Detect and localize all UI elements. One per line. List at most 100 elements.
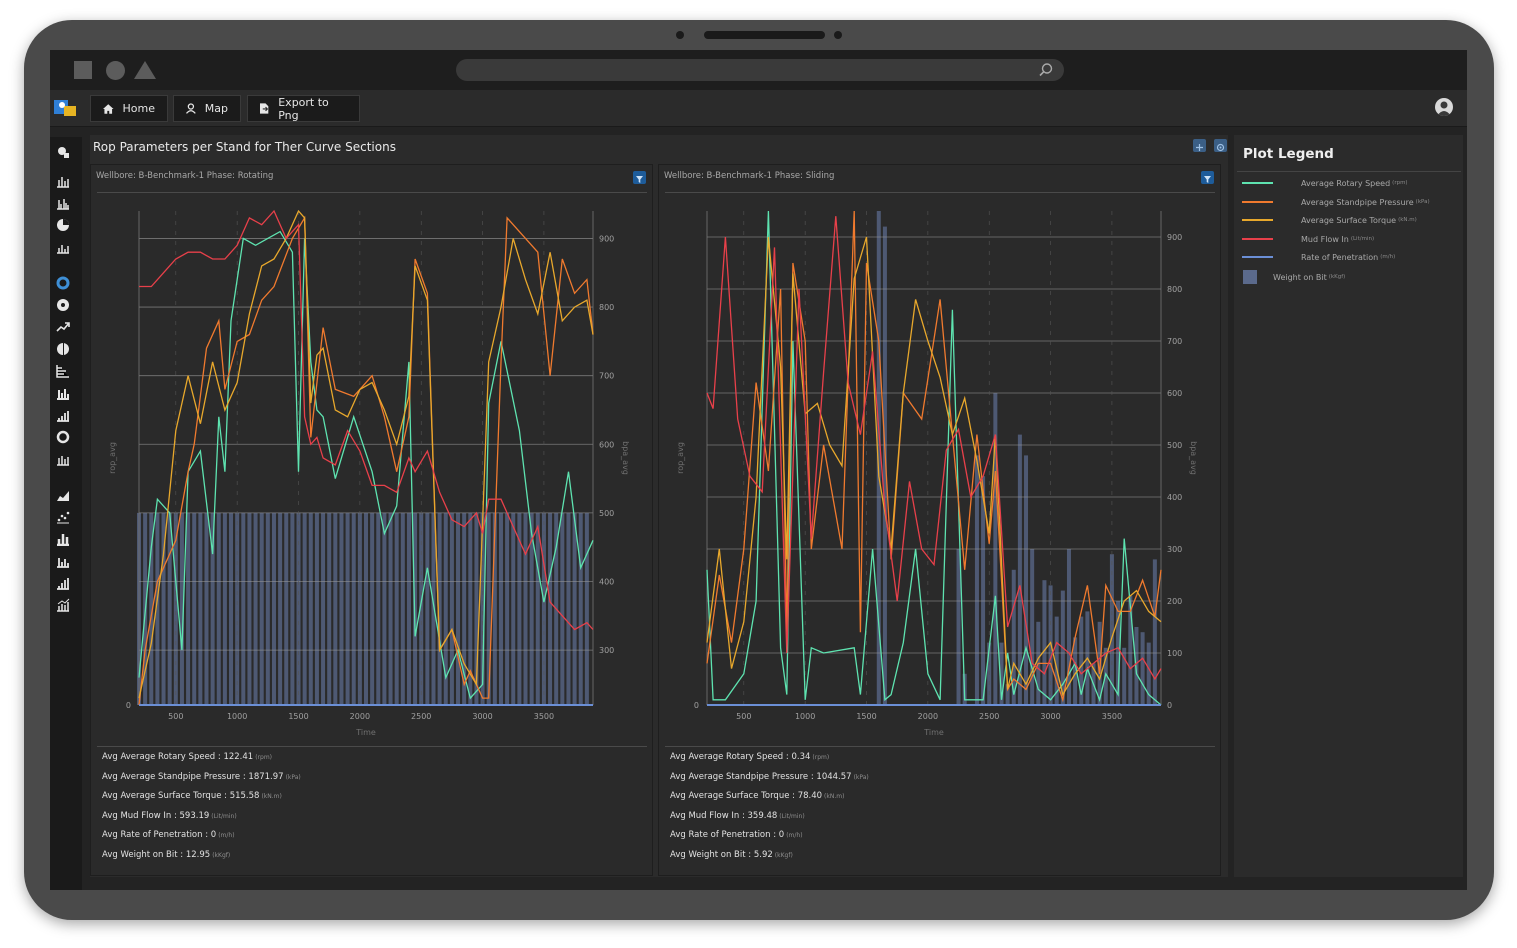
add-icon[interactable]: [1193, 139, 1206, 152]
filter-icon[interactable]: [633, 171, 646, 184]
wob-bar: [149, 512, 154, 705]
x-tick-label: 2000: [918, 712, 938, 721]
half-pie-icon[interactable]: [56, 342, 70, 356]
home-button[interactable]: Home: [90, 95, 168, 122]
stacked-bar-icon[interactable]: [56, 386, 70, 400]
wob-bar: [1152, 559, 1157, 705]
wob-bar: [480, 512, 485, 705]
camera-dot-left: [676, 31, 684, 39]
wob-bar: [474, 512, 479, 705]
settings-icon[interactable]: [1214, 139, 1227, 152]
hbar-chart-icon[interactable]: [56, 364, 70, 378]
camera-dot-right: [834, 31, 842, 39]
area-chart-icon[interactable]: [56, 488, 70, 502]
wob-bar: [204, 512, 209, 705]
chart-panel-rotating: Wellbore: B-Benchmark-1 Phase: Rotating …: [90, 164, 653, 876]
grouped-bar-icon[interactable]: [56, 196, 70, 210]
scatter-icon[interactable]: [56, 510, 70, 524]
trend-up-icon[interactable]: [56, 320, 70, 334]
screen: Home Map Export to Png: [50, 50, 1467, 890]
bar-chart-icon[interactable]: [56, 174, 70, 188]
wob-bar: [259, 512, 264, 705]
gauge-icon[interactable]: [56, 298, 70, 312]
wob-bar: [290, 512, 295, 705]
legend-item-surface-torque[interactable]: Average Surface Torque (kN.m): [1242, 213, 1417, 227]
legend-item-rop[interactable]: Rate of Penetration (m/h): [1242, 250, 1395, 264]
dashboard-icon[interactable]: [56, 145, 70, 159]
waterfall-icon[interactable]: [56, 554, 70, 568]
wob-bar: [511, 512, 516, 705]
ring-icon[interactable]: [56, 430, 70, 444]
wob-bar: [173, 512, 178, 705]
wob-bar: [278, 512, 283, 705]
wob-bar: [382, 512, 387, 705]
stat-rop: Avg Rate of Penetration : 0 (m/h): [102, 830, 235, 840]
wob-bar: [241, 512, 246, 705]
wob-bar: [321, 512, 326, 705]
speaker-slot: [704, 31, 825, 39]
column-chart-icon[interactable]: [56, 240, 70, 254]
series-line-average-surface-torque: [706, 236, 1162, 697]
wob-bar: [216, 512, 221, 705]
signal-icon[interactable]: [56, 576, 70, 590]
app-logo-icon: [54, 100, 76, 116]
wob-bar: [271, 512, 276, 705]
user-avatar-icon[interactable]: [1435, 98, 1453, 116]
y-right-tick-label: 500: [599, 509, 614, 518]
wob-bar: [339, 512, 344, 705]
histogram-icon[interactable]: [56, 452, 70, 466]
column-icon[interactable]: [56, 532, 70, 546]
wob-bar: [981, 476, 986, 705]
y-left-axis-label: rop_avg: [676, 442, 685, 474]
y-right-tick-label: 300: [1167, 545, 1182, 554]
x-axis-label: Time: [355, 728, 376, 737]
wob-bar: [1017, 434, 1022, 705]
x-axis-label: Time: [923, 728, 944, 737]
export-png-button[interactable]: Export to Png: [247, 95, 360, 122]
legend-item-standpipe-pressure[interactable]: Average Standpipe Pressure (kPa): [1242, 195, 1430, 209]
filter-icon[interactable]: [1201, 171, 1214, 184]
series-line-average-rotary-speed: [138, 230, 594, 700]
legend-item-rotary-speed[interactable]: Average Rotary Speed (rpm): [1242, 176, 1408, 190]
wob-bar: [1122, 647, 1127, 705]
wob-bar: [314, 512, 319, 705]
x-tick-label: 1500: [288, 712, 308, 721]
wob-bar: [364, 512, 368, 705]
combo-chart-icon[interactable]: [56, 598, 70, 612]
wob-bar: [235, 512, 240, 705]
wob-bar: [584, 512, 589, 705]
x-tick-label: 1500: [856, 712, 876, 721]
y-right-tick-label: 400: [599, 578, 614, 587]
stat-rotary-speed: Avg Average Rotary Speed : 0.34 (rpm): [670, 752, 830, 762]
wob-bar: [548, 512, 553, 705]
y-left-tick-label: 0: [126, 701, 131, 710]
wob-bar: [351, 512, 356, 705]
wob-bar: [406, 512, 411, 705]
pie-chart-icon[interactable]: [56, 218, 70, 232]
y-right-tick-label: 500: [1167, 441, 1182, 450]
x-tick-label: 2500: [979, 712, 999, 721]
wob-bar: [302, 512, 307, 705]
map-button[interactable]: Map: [173, 95, 241, 122]
wob-bar: [376, 512, 381, 705]
legend-title: Plot Legend: [1243, 146, 1334, 162]
address-bar[interactable]: [456, 59, 1064, 81]
y-right-tick-label: 800: [1167, 285, 1182, 294]
divider: [97, 192, 647, 193]
wob-bar: [498, 512, 503, 705]
x-tick-label: 2500: [411, 712, 431, 721]
divider: [97, 746, 647, 747]
donut-chart-icon[interactable]: [56, 276, 70, 290]
rising-bar-icon[interactable]: [56, 408, 70, 422]
search-icon[interactable]: [1038, 62, 1054, 78]
panel-header: Wellbore: B-Benchmark-1 Phase: Rotating: [96, 171, 274, 181]
legend-item-wob[interactable]: Weight on Bit (kKgf): [1242, 270, 1345, 284]
y-right-tick-label: 800: [599, 303, 614, 312]
wob-bar: [1054, 616, 1059, 705]
wob-bar: [327, 512, 332, 705]
stat-standpipe-pressure: Avg Average Standpipe Pressure : 1044.57…: [670, 771, 869, 782]
legend-item-mud-flow[interactable]: Mud Flow In (Lit/min): [1242, 232, 1374, 246]
stat-wob: Avg Weight on Bit : 5.92 (kKgf): [670, 849, 793, 860]
stats-list: Avg Average Rotary Speed : 0.34 (rpm) Avg…: [670, 748, 869, 865]
wob-bar: [529, 512, 534, 705]
